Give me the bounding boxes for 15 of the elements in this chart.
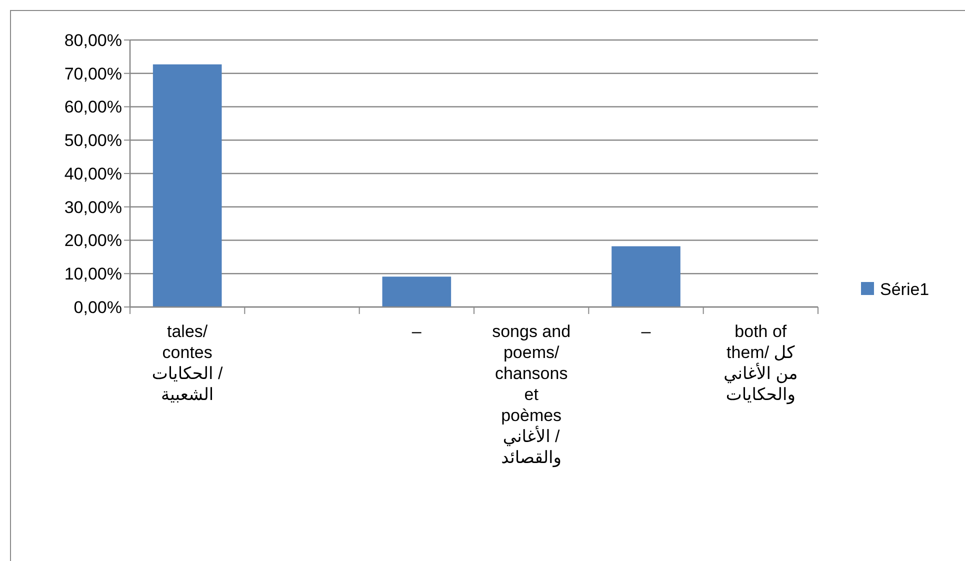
y-tick-label: 70,00% [64,64,122,84]
x-tick-label: – [412,322,422,341]
y-tick-label: 80,00% [64,30,122,50]
x-tick-label: – [641,322,652,341]
y-tick-label: 30,00% [64,198,122,217]
legend-label: Série1 [880,280,930,299]
y-tick-label: 0,00% [74,298,122,317]
bar [612,246,680,307]
bar [382,276,452,307]
y-tick-label: 60,00% [64,98,122,117]
bar [152,64,222,307]
y-tick-label: 10,00% [64,264,122,284]
y-tick-label: 40,00% [64,164,122,184]
y-tick-label: 50,00% [64,131,122,150]
y-tick-label: 20,00% [64,231,122,250]
